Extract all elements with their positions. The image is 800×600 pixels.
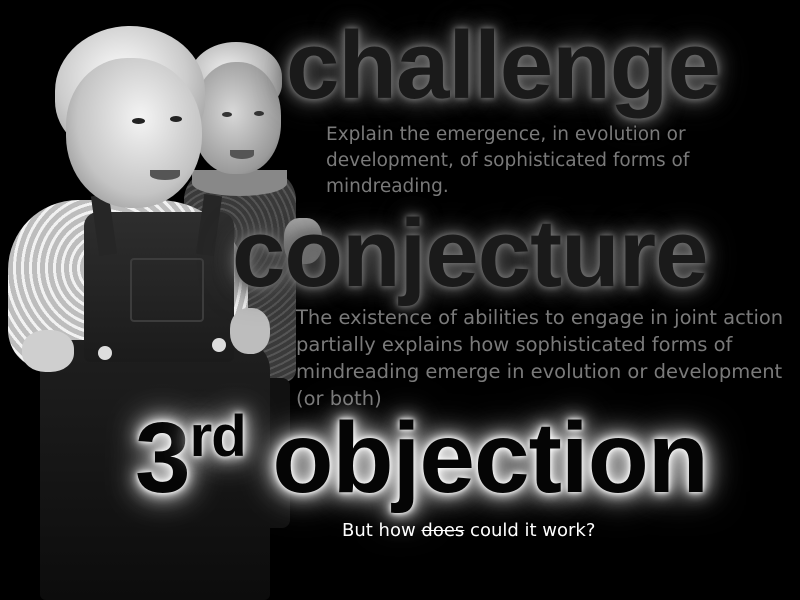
first-toddler-button-right [212, 338, 226, 352]
first-toddler-button-left [98, 346, 112, 360]
objection-heading: 3rd objection [135, 408, 709, 509]
first-toddler-pocket [130, 258, 204, 322]
first-toddler-mouth [150, 170, 180, 180]
first-toddler-eye-right [170, 116, 182, 122]
objection-ordinal-number: 3 [135, 402, 191, 514]
second-toddler-hand [284, 218, 322, 264]
toddlers-photo [0, 0, 340, 600]
struck-word: does [421, 520, 465, 541]
first-toddler-overalls [40, 340, 270, 600]
objection-ordinal-suffix: rd [189, 404, 247, 469]
question-note: But how does could it work? [342, 520, 595, 541]
challenge-heading: challenge [286, 12, 721, 119]
objection-word: objection [272, 402, 708, 514]
second-toddler-collar [192, 170, 287, 196]
first-toddler-hand-left [22, 330, 74, 372]
conjecture-text: The existence of abilities to engage in … [296, 306, 784, 410]
second-toddler-eye-left [222, 112, 232, 117]
conjecture-heading: conjecture [232, 200, 708, 307]
second-toddler-eye-right [254, 111, 264, 116]
first-toddler-eye-left [132, 118, 145, 124]
challenge-text: Explain the emergence, in evolution or d… [326, 124, 690, 197]
first-toddler-hand-right [230, 308, 270, 354]
first-toddler-face [66, 58, 202, 208]
note-suffix: could it work? [470, 520, 596, 541]
second-toddler-mouth [230, 150, 254, 159]
note-prefix: But how [342, 520, 416, 541]
